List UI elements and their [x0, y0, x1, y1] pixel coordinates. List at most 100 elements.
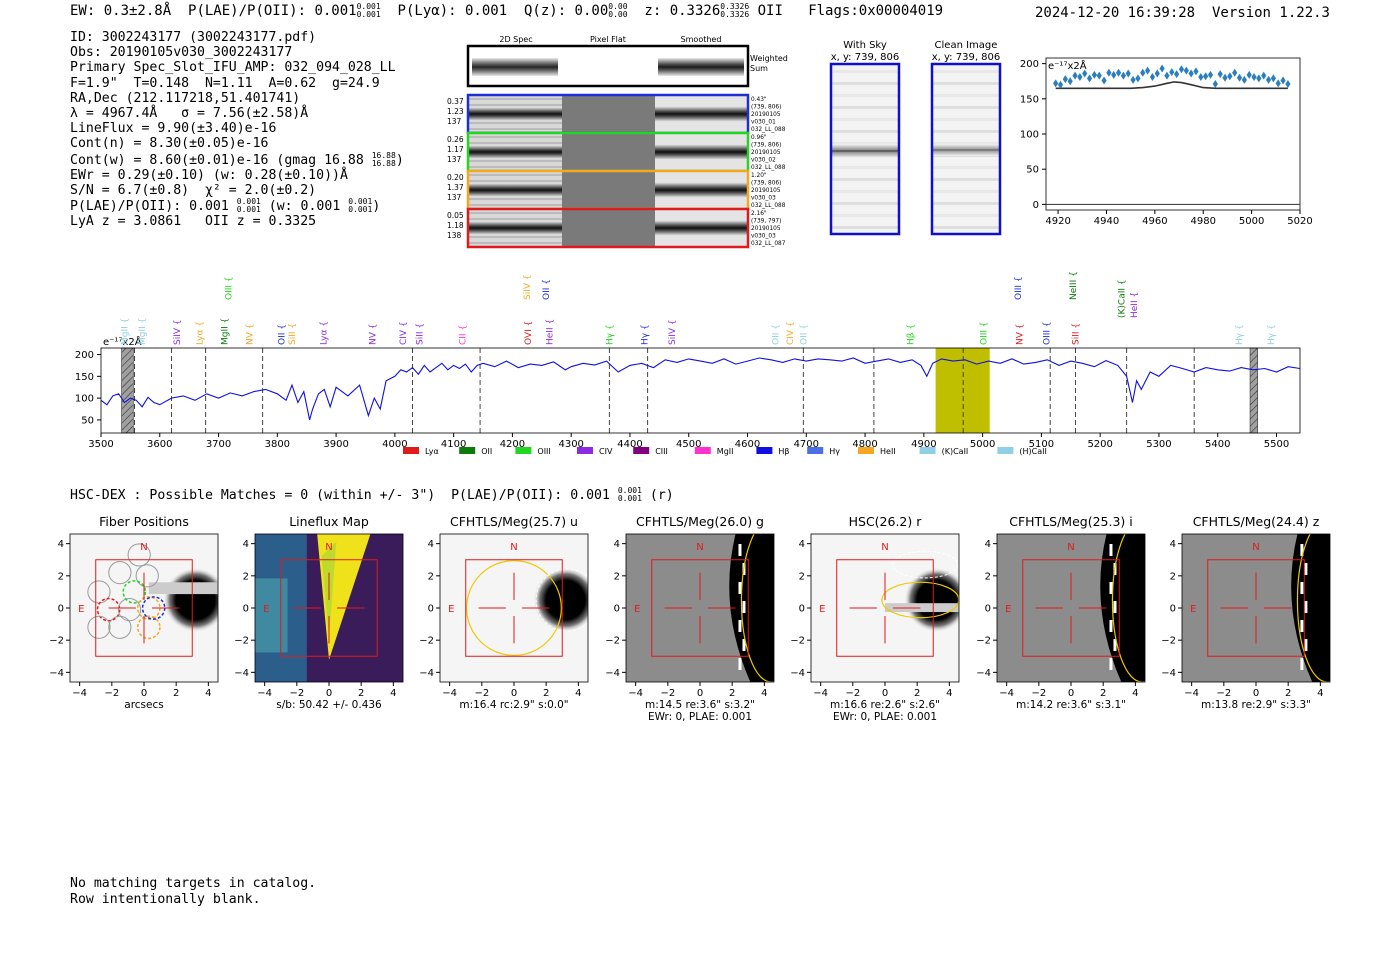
- spectral-line-label: OIII {: [1043, 321, 1053, 345]
- spectral-line-label: OIII {: [224, 276, 234, 300]
- cutout-image: [997, 534, 1145, 682]
- north-label: N: [140, 542, 147, 553]
- cutout-ytick-label: 2: [58, 571, 64, 582]
- zoom-data-point: [1130, 75, 1136, 84]
- zoom-scale-label: e⁻¹⁷x2Å: [1048, 59, 1087, 72]
- sky-stripe: [933, 118, 999, 121]
- cutout-red-box: [95, 559, 193, 657]
- spectrum-stamps: 2D Spec Pixel Flat Smoothed Weighted Sum…: [447, 35, 788, 249]
- zoom-data-point: [1067, 77, 1073, 86]
- cutout-ytick-label: 4: [58, 539, 64, 550]
- legend-swatch: [919, 447, 936, 454]
- spectral-line-label: MgII {: [120, 318, 130, 345]
- legend-entry: MgII: [717, 447, 734, 456]
- stamp-noise: [468, 204, 562, 206]
- spectrum-xtick-label: 4700: [794, 439, 819, 450]
- zoom-data-point: [1275, 79, 1281, 88]
- cutout-caption: m:14.2 re:3.6" s:3.1": [1016, 699, 1126, 711]
- with-sky-xy: x, y: 739, 806: [831, 52, 900, 63]
- stamp-noise: [468, 180, 562, 182]
- cutout-ytick-label: −2: [1161, 636, 1176, 647]
- spectral-line-label: SiII {: [1071, 323, 1081, 345]
- stamp-col-title-smoothed: Smoothed: [681, 35, 722, 44]
- legend-entry: CIII: [655, 447, 668, 456]
- zoom-data-point: [1077, 73, 1083, 81]
- info-plae: P(LAE)/P(OII): 0.001 0.001 0.001 (w: 0.00…: [70, 197, 381, 215]
- zoom-data-point: [1111, 70, 1117, 79]
- spectral-line-label: CII {: [458, 325, 468, 345]
- stamp-right-label: 20190105: [751, 112, 781, 118]
- east-label: E: [78, 604, 84, 615]
- info-fit: F=1.9" T=0.148 N=1.11 A=0.62 g=24.9: [70, 75, 380, 91]
- cutout-xtick-label: −2: [660, 688, 675, 699]
- legend-entry: HeII: [880, 447, 896, 456]
- sky-stripe: [832, 142, 898, 145]
- zoom-ytick-label: 0: [1033, 200, 1039, 211]
- spectral-line-label: HeII {: [545, 319, 555, 345]
- fiber-circle: [117, 598, 142, 622]
- spectral-line-label: Hγ {: [1267, 324, 1277, 345]
- legend-entry: OIII: [537, 447, 550, 456]
- spectrum-ytick-label: 100: [75, 394, 94, 405]
- cutout-ytick-label: 4: [243, 539, 249, 550]
- spectrum-xtick-label: 4900: [911, 439, 936, 450]
- cutout-xtick-label: 2: [729, 688, 735, 699]
- stamp-left-label: 0.20: [447, 173, 464, 182]
- sky-stripe: [832, 82, 898, 85]
- header-plae: P(LAE)/P(OII): 0.001: [188, 3, 357, 19]
- fiber-circle: [127, 543, 151, 567]
- stamp-noise: [468, 142, 562, 144]
- spectrum-ytick-label: 50: [81, 415, 94, 426]
- spectral-line-label: Lyα {: [320, 321, 330, 345]
- cutout-aperture: [466, 560, 562, 656]
- cutout-ytick-label: −2: [49, 636, 64, 647]
- zoom-data-point: [1232, 68, 1238, 77]
- cutout-panel-u: CFHTLS/Meg(25.7) u N E −4 −4 −2 −2 0 0 2 2 4 4 m:16.4…: [419, 514, 589, 711]
- legend-swatch: [858, 447, 874, 454]
- zoom-data-point: [1265, 75, 1272, 84]
- zoom-ytick-label: 200: [1020, 59, 1039, 70]
- cutout-ytick-label: 0: [799, 604, 805, 615]
- spectral-line-label: Hγ {: [605, 324, 615, 345]
- sky-stripe: [933, 70, 999, 73]
- hsc-dex-line: HSC-DEX : Possible Matches = 0 (within +…: [70, 486, 674, 504]
- stamp-pixelflat: [562, 95, 655, 133]
- cutout-image: [811, 534, 959, 682]
- spectrum-flux-line: [100, 357, 1301, 421]
- stamp-col-title-pixelflat: Pixel Flat: [590, 35, 626, 44]
- stamp-pixelflat: [562, 133, 655, 171]
- spectrum-xtick-label: 4000: [382, 439, 407, 450]
- cutout-xtick-label: 2: [1285, 688, 1291, 699]
- cutout-xtick-label: −2: [1216, 688, 1231, 699]
- zoom-data-point: [1140, 68, 1146, 77]
- zoom-xtick-label: 4940: [1094, 216, 1119, 227]
- stamp-noise: [468, 212, 562, 214]
- stamp-left-label: 1.37: [447, 183, 464, 192]
- stamp-left-label: 1.17: [447, 145, 464, 154]
- spectrum-xtick-label: 4400: [617, 439, 642, 450]
- east-label: E: [819, 604, 825, 615]
- spectrum-xtick-label: 3600: [147, 439, 172, 450]
- cutout-red-box: [1207, 559, 1305, 657]
- zoom-data-point: [1164, 71, 1170, 80]
- sky-stripe: [933, 202, 999, 205]
- stamp-right-label: 0.43": [751, 97, 767, 103]
- cutout-image: [1182, 534, 1330, 682]
- spectral-line-label: SiIV {: [523, 274, 533, 300]
- header-line: EW: 0.3±2.8Å P(LAE)/P(OII): 0.001 0.001 0.…: [70, 3, 943, 20]
- header-qz: Q(z): 0.00: [523, 3, 609, 19]
- zoom-data-point: [1193, 67, 1199, 76]
- cutout-image: [626, 534, 774, 682]
- cutout-title: Fiber Positions: [99, 514, 189, 529]
- cutout-xtick-label: 0: [326, 688, 332, 699]
- cutout-xtick-label: 0: [511, 688, 517, 699]
- cutout-ytick-label: −4: [790, 668, 805, 679]
- north-label: N: [696, 542, 703, 553]
- spectral-line-label: NeIII {: [1069, 271, 1079, 300]
- stamp-right-label: v030_03: [751, 196, 776, 202]
- cutout-xtick-label: 2: [543, 688, 549, 699]
- header-z-line: OII: [757, 3, 783, 19]
- cutout-caption: s/b: 50.42 +/- 0.436: [276, 699, 382, 711]
- legend-swatch: [694, 447, 711, 454]
